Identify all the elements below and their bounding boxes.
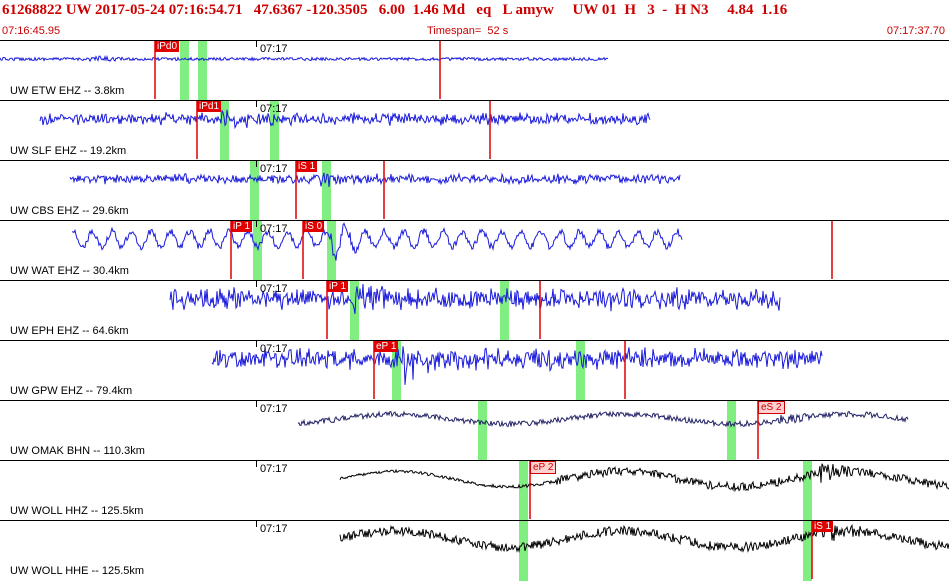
pick-label[interactable]: iP 1 (231, 221, 253, 232)
pick-label[interactable]: iS 1 (812, 521, 834, 532)
trace-panel[interactable]: 07:17 iP 1 iS 0 UW WAT EHZ -- 30.4km (0, 220, 949, 281)
seismogram-trace (169, 281, 781, 341)
time-mark-label: 07:17 (260, 223, 288, 235)
time-tick (256, 521, 257, 527)
event-header: 61268822 UW 2017-05-24 07:16:54.71 47.63… (0, 0, 949, 40)
start-time: 07:16:45.95 (2, 25, 61, 37)
pick-window (803, 521, 812, 581)
station-label: UW WOLL HHE -- 125.5km (10, 565, 145, 577)
waveform-line (71, 222, 683, 261)
time-mark-label: 07:17 (260, 163, 288, 175)
pick-window (220, 101, 229, 161)
time-mark-label: 07:17 (260, 403, 288, 415)
time-tick (256, 41, 257, 47)
time-mark-label: 07:17 (260, 283, 288, 295)
seismogram-trace (0, 41, 609, 101)
pick-window (327, 221, 336, 281)
trace-panel[interactable]: 07:17 iP 1 UW EPH EHZ -- 64.6km (0, 280, 949, 341)
trace-panel[interactable]: 07:17 iS 1 UW CBS EHZ -- 29.6km (0, 160, 949, 221)
waveform-line (39, 109, 651, 130)
time-tick (256, 161, 257, 167)
pick-window (500, 281, 509, 341)
pick-label[interactable]: eP 2 (530, 461, 557, 474)
end-time: 07:17:37.70 (886, 25, 945, 37)
pick-window (270, 101, 279, 161)
waveform-line (69, 172, 681, 188)
station-label: UW SLF EHZ -- 19.2km (10, 145, 127, 157)
pick-window (519, 461, 528, 521)
time-tick (256, 221, 257, 227)
time-tick (256, 341, 257, 347)
seismogram-trace (39, 101, 651, 161)
time-mark-label: 07:17 (260, 343, 288, 355)
station-label: UW GPW EHZ -- 79.4km (10, 385, 133, 397)
pick-window (392, 341, 401, 401)
pick-label[interactable]: eP 1 (374, 341, 399, 352)
time-tick (256, 281, 257, 287)
trace-panel[interactable]: 07:17 eS 2 UW OMAK BHN -- 110.3km (0, 400, 949, 461)
waveform-line (0, 54, 609, 63)
time-mark-label: 07:17 (260, 43, 288, 55)
pick-window (198, 41, 207, 101)
pick-label[interactable]: eS 2 (758, 401, 785, 414)
time-mark-label: 07:17 (260, 523, 288, 535)
seismogram-trace (71, 221, 833, 281)
waveform-line (169, 283, 781, 314)
seismogram-trace (69, 161, 681, 221)
time-mark-label: 07:17 (260, 463, 288, 475)
event-info-line: 61268822 UW 2017-05-24 07:16:54.71 47.63… (2, 2, 788, 18)
pick-window (478, 401, 487, 461)
trace-panel[interactable]: 07:17 iPd0 UW ETW EHZ -- 3.8km (0, 40, 949, 101)
waveform-line (339, 463, 949, 493)
waveform-line (339, 524, 949, 553)
pick-window (803, 461, 812, 521)
trace-panel[interactable]: 07:17 iS 1 UW WOLL HHE -- 125.5km (0, 520, 949, 581)
pick-window (180, 41, 189, 101)
trace-panel[interactable]: 07:17 eP 2 UW WOLL HHZ -- 125.5km (0, 460, 949, 521)
timespan-label: Timespan= 52 s (427, 25, 509, 37)
seismogram-panels: 07:17 iPd0 UW ETW EHZ -- 3.8km 07:17 iPd1 UW … (0, 40, 949, 581)
station-label: UW WOLL HHZ -- 125.5km (10, 505, 144, 517)
pick-window (322, 161, 331, 221)
trace-panel[interactable]: 07:17 eP 1 UW GPW EHZ -- 79.4km (0, 340, 949, 401)
pick-window (727, 401, 736, 461)
seismogram-trace (211, 341, 823, 401)
station-label: UW CBS EHZ -- 29.6km (10, 205, 129, 217)
pick-window (576, 341, 585, 401)
pick-label[interactable]: iPd1 (197, 101, 222, 112)
pick-window (519, 521, 528, 581)
pick-window (250, 161, 259, 221)
time-tick (256, 461, 257, 467)
pick-label[interactable]: iS 1 (296, 161, 318, 172)
waveform-line (211, 346, 823, 385)
station-label: UW OMAK BHN -- 110.3km (10, 445, 145, 457)
time-mark-label: 07:17 (260, 103, 288, 115)
pick-label[interactable]: iS 0 (303, 221, 325, 232)
trace-panel[interactable]: 07:17 iPd1 UW SLF EHZ -- 19.2km (0, 100, 949, 161)
time-tick (256, 101, 257, 107)
waveform-line (297, 410, 909, 428)
station-label: UW ETW EHZ -- 3.8km (10, 85, 125, 97)
pick-label[interactable]: iP 1 (327, 281, 349, 292)
station-label: UW WAT EHZ -- 30.4km (10, 265, 129, 277)
station-label: UW EPH EHZ -- 64.6km (10, 325, 129, 337)
pick-label[interactable]: iPd0 (155, 41, 180, 52)
time-tick (256, 401, 257, 407)
pick-window (253, 221, 262, 281)
